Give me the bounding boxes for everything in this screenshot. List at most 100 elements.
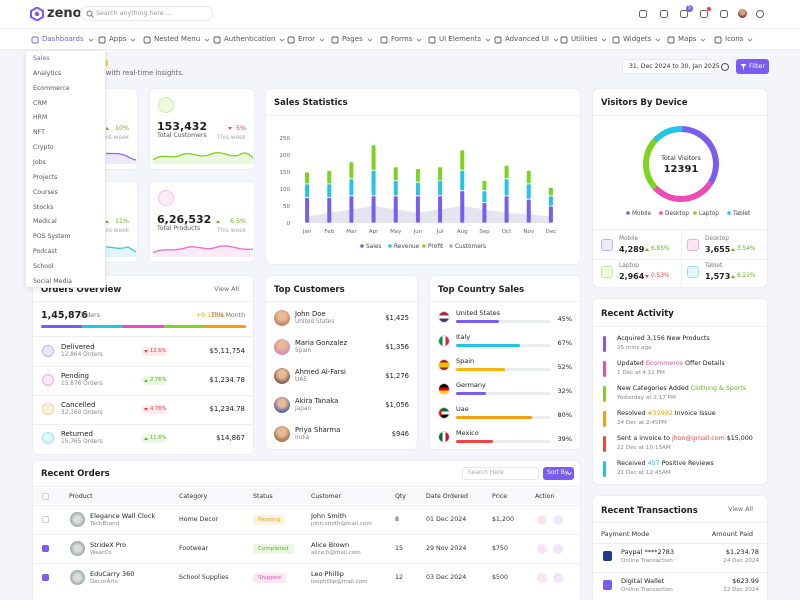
- dropdown-item[interactable]: Ecommerce: [33, 84, 70, 92]
- column-header: Category: [179, 493, 208, 500]
- header-icon[interactable]: [638, 9, 648, 19]
- header-icon[interactable]: [699, 9, 709, 19]
- country-flag: [438, 431, 450, 443]
- bar-segment: [305, 172, 310, 184]
- activity-text-part: 457: [647, 460, 660, 467]
- edit-button[interactable]: [537, 544, 547, 554]
- edit-button[interactable]: [537, 573, 547, 583]
- bar-segment: [548, 206, 553, 223]
- nav-icon-shape: [714, 36, 722, 44]
- customer-location: Japan: [295, 406, 312, 412]
- date-range[interactable]: 31, Dec 2024 to 30, Jan 2025: [622, 59, 720, 74]
- order-amount: $1,234.78: [209, 405, 245, 413]
- activity-text-part: Ecommerce: [645, 360, 684, 367]
- dropdown-item[interactable]: Medical: [33, 218, 57, 226]
- view-all[interactable]: View All: [214, 286, 239, 293]
- change-value: 12.6%: [150, 348, 167, 354]
- y-tick-label: 200: [280, 153, 291, 159]
- header-icon[interactable]: [659, 9, 669, 19]
- checkbox[interactable]: [42, 574, 49, 581]
- dropdown-item[interactable]: Projects: [33, 173, 58, 181]
- activity-marker: [603, 336, 606, 352]
- view-button[interactable]: [553, 544, 563, 554]
- nav-icon: [494, 36, 502, 44]
- activity-text-part: New Categories Added: [617, 385, 691, 392]
- checkbox[interactable]: [42, 493, 49, 500]
- divider: [266, 301, 417, 302]
- caret: [700, 38, 706, 42]
- bar-segment: [327, 197, 332, 223]
- header-icon[interactable]: [719, 9, 729, 19]
- order-count: 12,864 Orders: [61, 352, 103, 358]
- card-title: Top Customers: [274, 285, 345, 295]
- dropdown-item[interactable]: Courses: [33, 188, 58, 196]
- country-percent: 45%: [557, 315, 572, 323]
- dropdown-item[interactable]: Jobs: [33, 158, 46, 166]
- column-header: Customer: [311, 493, 342, 500]
- orders-progress: [41, 325, 246, 328]
- divider: [33, 395, 253, 396]
- stat-period: This week: [217, 135, 246, 141]
- dropdown-item[interactable]: NFT: [33, 129, 45, 137]
- view-all[interactable]: View All: [728, 506, 753, 513]
- checkbox[interactable]: [42, 516, 49, 523]
- status-badge: Pending: [253, 515, 286, 525]
- dropdown-item[interactable]: Social Media: [33, 277, 72, 285]
- order-date: 29 Nov 2024: [426, 545, 467, 552]
- dropdown-item[interactable]: Analytics: [33, 69, 62, 77]
- dropdown-item[interactable]: Sales: [33, 55, 50, 62]
- x-tick-label: Jul: [436, 229, 444, 235]
- device-icon: [687, 239, 699, 251]
- search-box[interactable]: Search anything here ...: [80, 6, 213, 21]
- edit-button[interactable]: [537, 515, 547, 525]
- divider: [593, 115, 767, 116]
- header-icon[interactable]: [755, 9, 765, 19]
- activity-text-part: Positive Reviews: [659, 460, 714, 467]
- filter-shape: [740, 64, 747, 70]
- sparkline-fill: [153, 152, 253, 164]
- device-change: 3.54%: [737, 246, 756, 252]
- bar-segment: [482, 203, 487, 223]
- filter-button[interactable]: Filter: [736, 59, 769, 74]
- dropdown-item[interactable]: POS System: [33, 233, 71, 241]
- divider: [33, 336, 253, 337]
- divider: [33, 486, 580, 487]
- nav-icon: [714, 36, 722, 44]
- customer-location: Spain: [295, 348, 312, 354]
- dropdown-item[interactable]: Podcast: [33, 248, 58, 256]
- download-icon[interactable]: [720, 62, 730, 72]
- search-input[interactable]: Search Here: [462, 467, 539, 480]
- dropdown-item[interactable]: Stocks: [33, 203, 54, 211]
- checkbox[interactable]: [42, 545, 49, 552]
- header-icon[interactable]: [679, 9, 689, 19]
- divider: [33, 424, 253, 425]
- sort-button[interactable]: Sort By: [543, 467, 574, 480]
- activity-time: 22 Dec at 10:15AM: [617, 445, 671, 451]
- legend-marker: [449, 244, 453, 248]
- progress-bar: [456, 416, 532, 419]
- view-button[interactable]: [553, 573, 563, 583]
- country-name: Germany: [456, 381, 486, 389]
- view-button[interactable]: [553, 515, 563, 525]
- nav-bar: Dashboards Apps Nested Menu Authentication E…: [0, 28, 800, 50]
- bar-segment: [460, 191, 465, 223]
- page-subtitle: es with real-time insights.: [96, 69, 184, 77]
- bar-segment: [526, 199, 531, 223]
- order-date: 03 Dec 2024: [426, 574, 467, 581]
- sparkline-line: [153, 245, 253, 254]
- dropdown-item[interactable]: Crypto: [33, 144, 54, 152]
- nav-caret: [204, 38, 210, 42]
- country-percent: 52%: [557, 363, 572, 371]
- dropdown-item[interactable]: HRM: [33, 114, 48, 122]
- dropdown-item[interactable]: School: [33, 262, 54, 270]
- activity-time: Yesterday at 2:17 PM: [617, 395, 676, 401]
- trend-arrow: [645, 275, 649, 278]
- icon-shape: [700, 10, 708, 18]
- customer-amount: $946: [391, 430, 409, 438]
- dropdown-item[interactable]: CRM: [33, 99, 47, 107]
- divider: [593, 522, 767, 523]
- avatar[interactable]: [738, 9, 747, 18]
- nav-icon-shape: [428, 36, 436, 44]
- icon-shape: [660, 10, 668, 18]
